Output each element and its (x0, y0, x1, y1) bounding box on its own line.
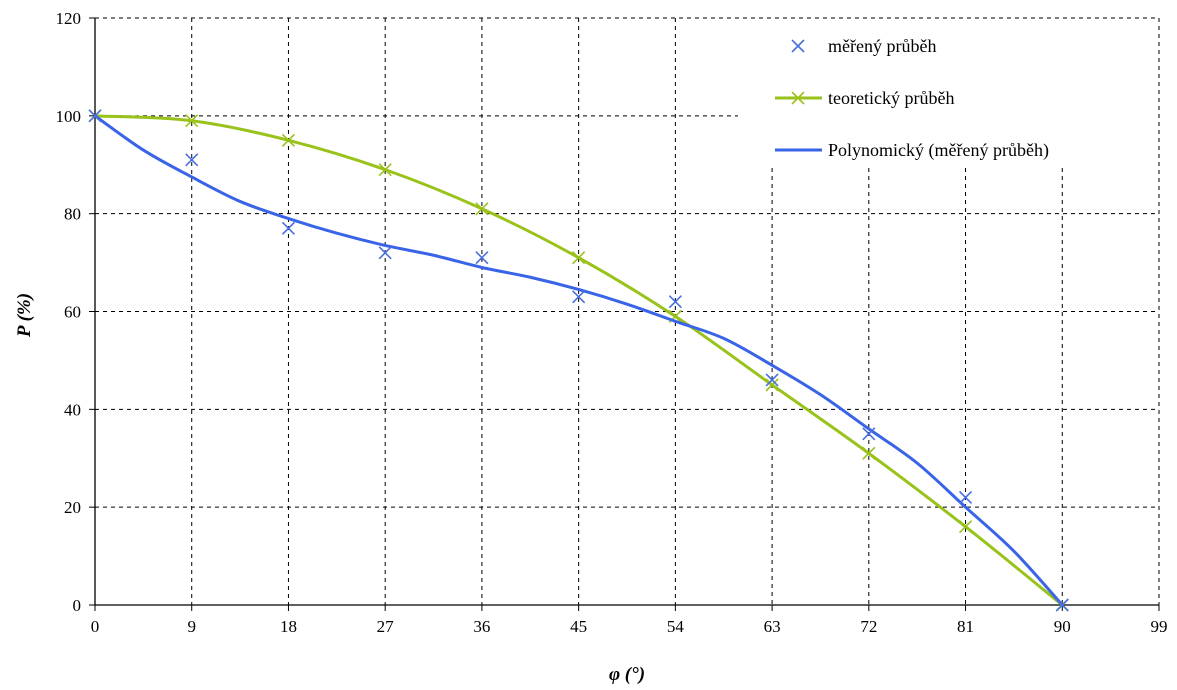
x-tick-label: 27 (377, 617, 395, 636)
legend-entry: měřený průběh (791, 36, 936, 56)
series-line (94, 114, 1064, 607)
series-layer (88, 109, 1069, 612)
data-point (862, 427, 876, 441)
data-point (862, 446, 876, 460)
legend-label: Polynomický (měřený průběh) (828, 140, 1049, 161)
y-tick-label: 100 (56, 107, 82, 126)
x-tick-label: 63 (764, 617, 781, 636)
data-point (572, 290, 586, 304)
data-point (88, 109, 102, 123)
data-point (572, 251, 586, 265)
x-tick-label: 54 (667, 617, 685, 636)
data-point (765, 378, 779, 392)
x-tick-label: 36 (473, 617, 490, 636)
x-tick-label: 90 (1054, 617, 1071, 636)
x-tick-labels: 0 9 18 27 36 45 54 63 72 81 90 99 (91, 617, 1168, 636)
y-tick-labels: 0 20 40 60 80 100 120 (56, 9, 82, 615)
data-point (475, 202, 489, 216)
x-tick-label: 0 (91, 617, 100, 636)
x-tick-label: 9 (187, 617, 196, 636)
legend-label: teoretický průběh (828, 88, 954, 108)
data-point (1055, 598, 1069, 612)
y-tick-label: 40 (64, 400, 81, 419)
data-point (668, 295, 682, 309)
x-tick-label: 45 (570, 617, 587, 636)
x-tick-label: 18 (280, 617, 297, 636)
data-point (378, 246, 392, 260)
x-axis-title: φ (°) (609, 664, 645, 685)
series-0 (88, 109, 1069, 612)
y-tick-label: 0 (73, 596, 82, 615)
y-tick-label: 80 (64, 205, 81, 224)
y-axis-title: P (%) (14, 293, 35, 338)
legend-entry: teoretický průběh (775, 88, 954, 108)
legend-entry: Polynomický (měřený průběh) (775, 140, 1049, 161)
y-tick-label: 120 (56, 9, 82, 28)
data-point (475, 251, 489, 265)
y-tick-label: 20 (64, 498, 81, 517)
series-2 (94, 114, 1064, 607)
x-tick-label: 99 (1151, 617, 1168, 636)
data-point (185, 114, 199, 128)
legend-label: měřený průběh (828, 36, 936, 56)
legend-swatch-marker (791, 39, 805, 53)
y-tick-label: 60 (64, 303, 81, 322)
data-point (958, 490, 973, 504)
data-point (765, 373, 779, 387)
data-point (378, 163, 392, 177)
legend-swatch-marker (791, 91, 805, 105)
data-point (958, 520, 973, 534)
data-point (281, 221, 296, 235)
x-tick-label: 72 (860, 617, 877, 636)
data-point (281, 133, 296, 147)
series-line (94, 114, 1064, 607)
x-tick-label: 81 (957, 617, 974, 636)
legend: měřený průběh teoretický průběh Polynomick… (775, 36, 1049, 161)
data-point (185, 153, 199, 167)
